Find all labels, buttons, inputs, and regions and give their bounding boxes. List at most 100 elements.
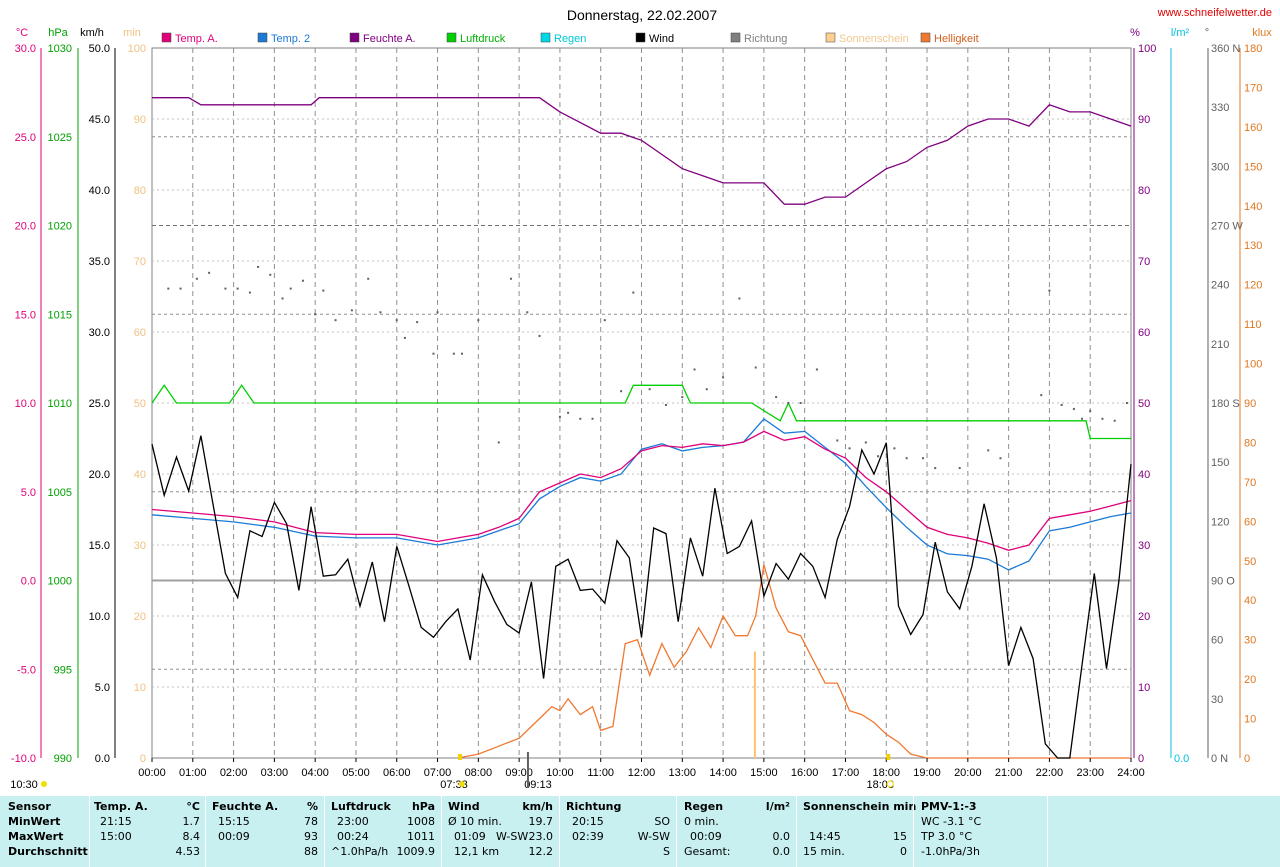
series-wind [151, 435, 1132, 759]
druck-max-time: 00:24 [337, 830, 369, 843]
x-tick-label: 12:00 [628, 767, 656, 779]
feuchte-min-val: 78 [304, 815, 318, 828]
direction-point [848, 447, 851, 450]
direction-point [738, 297, 741, 300]
wind-max-time: 01:09 [454, 830, 486, 843]
x-tick-label: 17:00 [832, 767, 860, 779]
pmv-windchill: WC -3.1 °C [921, 815, 982, 828]
richtung-min-val: SO [654, 815, 670, 828]
direction-point [591, 417, 594, 420]
series-feuchte-a [152, 97, 1132, 205]
sonne-total-label: 15 min. [803, 845, 845, 858]
direction-point [754, 366, 757, 369]
direction-point [705, 388, 708, 391]
x-tick-label: 23:00 [1076, 767, 1104, 779]
stats-sensor: Sensor MinWert MaxWert Durchschnitt [8, 800, 88, 864]
axis-tick: 70 [1244, 477, 1256, 489]
axis-unit: °C [16, 27, 28, 39]
direction-point [934, 467, 937, 470]
legend-label: Sonnenschein [839, 33, 909, 45]
max-time-label: 09:13 [524, 779, 552, 791]
direction-point [893, 447, 896, 450]
legend-swatch [161, 32, 172, 43]
x-tick-label: 03:00 [261, 767, 289, 779]
legend-swatch [635, 32, 646, 43]
direction-point [179, 287, 182, 290]
direction-point [236, 287, 239, 290]
plot-area [151, 47, 1132, 759]
axis-unit: min [123, 27, 141, 39]
direction-point [864, 441, 867, 444]
richtung-header: Richtung [566, 800, 622, 813]
x-tick-label: 04:00 [301, 767, 329, 779]
x-tick-label: 13:00 [669, 767, 697, 779]
sonne-max-val: 15 [893, 830, 907, 843]
direction-point [379, 311, 382, 314]
direction-point [1089, 409, 1092, 412]
label-avg: Durchschnitt [8, 845, 88, 858]
pmv-dewpoint: TP 3.0 °C [921, 830, 973, 843]
temp-unit: °C [186, 800, 200, 813]
axis-tick: 130 [1244, 240, 1262, 252]
stats-feuchte: Feuchte A.% 15:15 78 00:09 93 88 [212, 800, 318, 864]
time-label: 10:30 [10, 779, 38, 791]
sunset-label: 18:03 [867, 779, 895, 791]
axis-tick: 25.0 [89, 398, 110, 410]
axis-tick: 120 [1211, 516, 1229, 528]
axis-tick: 60 [1138, 327, 1150, 339]
axis-tick: 150 [1244, 161, 1262, 173]
axis-tick: 70 [1138, 256, 1150, 268]
direction-point [195, 277, 198, 280]
x-tick-label: 18:00 [872, 767, 900, 779]
direction-point [224, 287, 227, 290]
direction-point [905, 457, 908, 460]
x-tick-label: 20:00 [954, 767, 982, 779]
axis-tick: 30.0 [15, 43, 36, 55]
left-axes: °C 30.0 25.0 20.0 15.0 10.0 5.0 0.0 -5.0 -10.0 hPa… [11, 27, 146, 765]
x-tick-label: 11:00 [587, 767, 614, 779]
series-luftdruck [151, 384, 1131, 440]
axis-tick: 50 [1244, 556, 1256, 568]
stats-sonne: Sonnenschein min 14:45 15 15 min. 0 [803, 800, 916, 864]
axis-tick: 45.0 [89, 114, 110, 126]
direction-point [289, 287, 292, 290]
sonne-max-time: 14:45 [809, 830, 841, 843]
x-tick-label: 01:00 [179, 767, 207, 779]
axis-tick: 50.0 [89, 43, 110, 55]
axis-tick: 35.0 [89, 256, 110, 268]
axis-tick: 330 [1211, 102, 1229, 114]
axis-tick: 60 [1244, 516, 1256, 528]
richtung-avg-val: S [663, 845, 670, 858]
x-tick-label: 19:00 [913, 767, 941, 779]
direction-point [987, 449, 990, 452]
axis-tick: 270 W [1211, 221, 1243, 233]
site-link[interactable]: www.schneifelwetter.de [1157, 7, 1272, 19]
sensor-header: Sensor [8, 800, 51, 813]
x-tick-label: 00:00 [138, 767, 166, 779]
direction-point [815, 368, 818, 371]
axis-tick: 0.0 [95, 753, 110, 765]
legend-swatch [540, 32, 551, 43]
sunrise-icon [458, 781, 465, 787]
wind-unit: km/h [522, 800, 553, 813]
axis-tick: 15.0 [15, 309, 36, 321]
x-axis: 00:00 01:00 02:00 03:00 04:00 05:00 06:00 07:00… [10, 752, 1145, 791]
direction-point [350, 309, 353, 312]
axis-tick: 70 [134, 256, 146, 268]
feuchte-unit: % [306, 800, 318, 813]
legend-swatch [349, 32, 360, 43]
direction-point [367, 277, 370, 280]
axis-tick: 0 [1244, 753, 1250, 765]
axis-tick: 180 [1244, 43, 1262, 55]
legend-label: Helligkeit [934, 33, 979, 45]
richtung-max-val: W-SW [637, 830, 670, 843]
axis-tick: 15.0 [89, 540, 110, 552]
axis-tick: 40 [1138, 469, 1150, 481]
direction-point [269, 273, 272, 276]
richtung-max-time: 02:39 [572, 830, 604, 843]
feuchte-max-val: 93 [304, 830, 318, 843]
axis-unit: km/h [80, 27, 104, 39]
axis-tick: 210 [1211, 339, 1229, 351]
axis-tick: 40 [1244, 595, 1256, 607]
